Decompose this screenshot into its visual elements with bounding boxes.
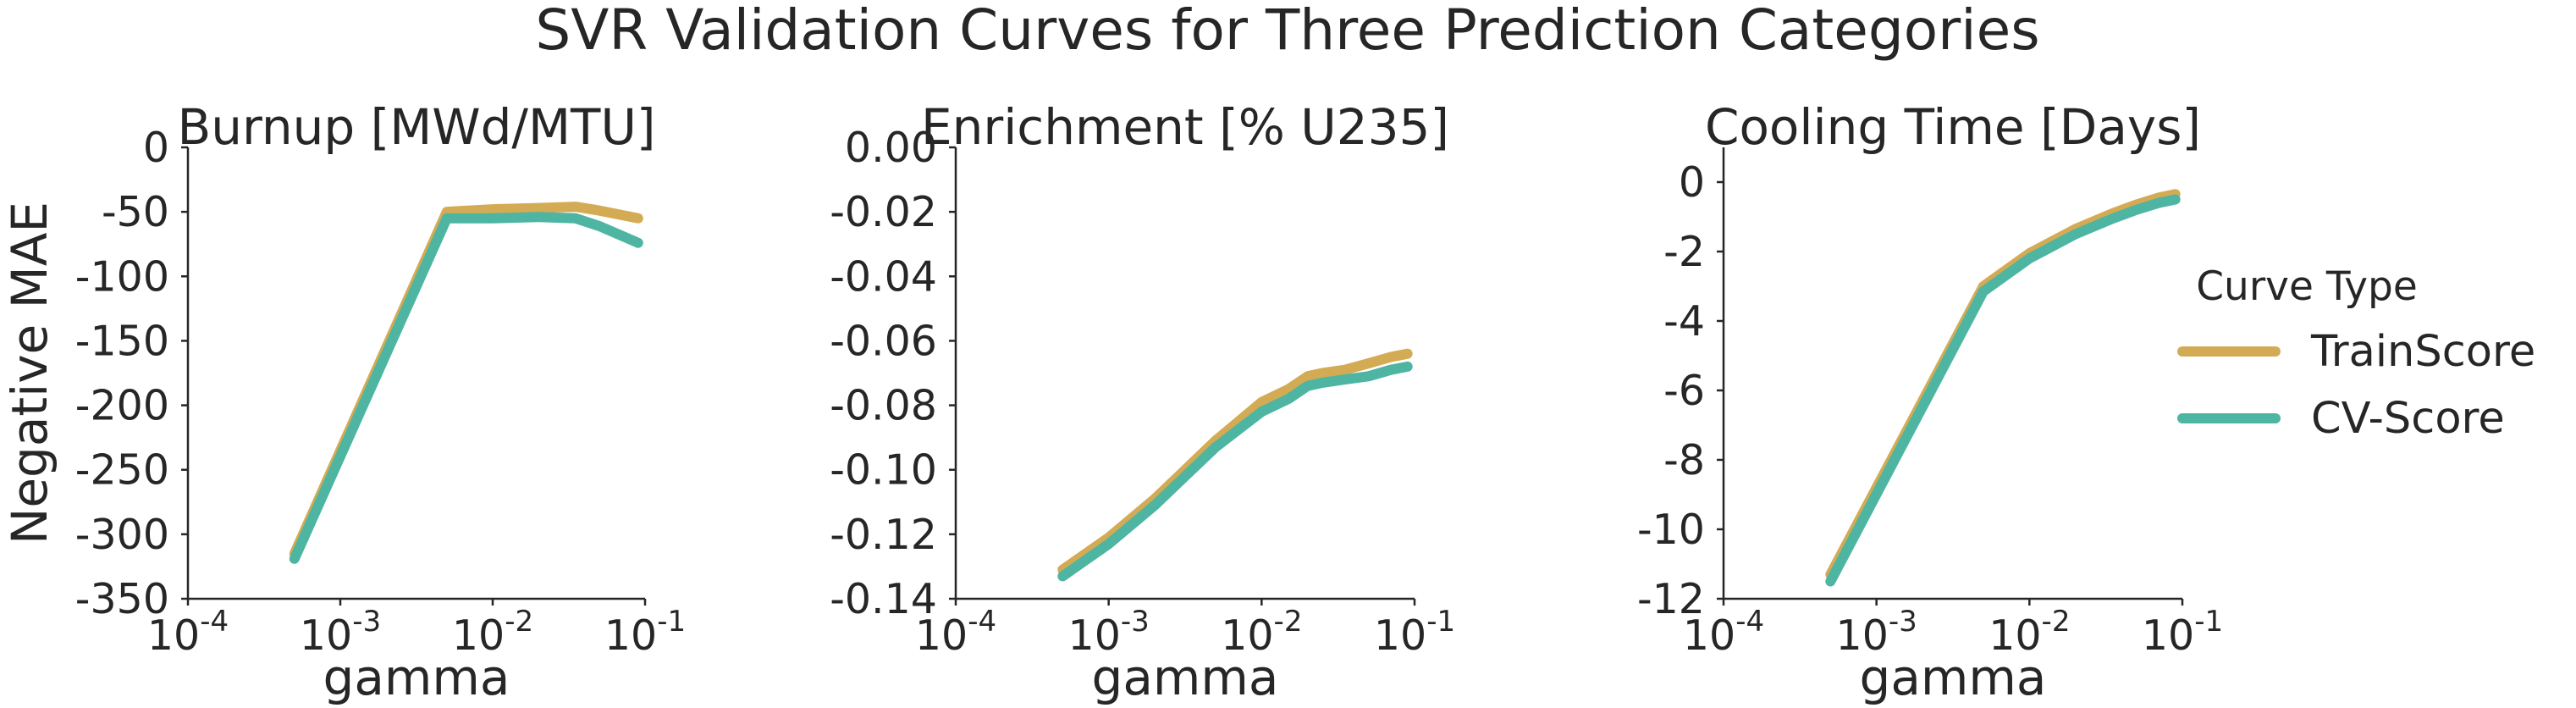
x-tick-label: 10-2 [1221,605,1302,660]
figure-title: SVR Validation Curves for Three Predicti… [535,0,2039,63]
y-tick-label: -100 [75,252,169,301]
legend-label-cv-score: CV-Score [2311,394,2505,444]
legend: Curve Type TrainScore CV-Score [2177,263,2535,444]
series-line-trainscore [289,202,643,559]
y-tick-label: -0.04 [830,252,937,301]
x-tick-label: 10-1 [604,605,686,660]
x-tick-label: 10-3 [1836,605,1917,660]
legend-title: Curve Type [2196,263,2418,310]
y-tick-label: -350 [75,575,169,623]
y-tick-label: -0.12 [830,511,937,559]
y-tick-label: -200 [75,382,169,430]
y-tick-label: -300 [75,511,169,559]
y-tick-label: -4 [1663,297,1705,346]
x-tick-label: 10-2 [452,605,533,660]
y-tick-label: 0.00 [845,124,937,172]
y-tick-label: -50 [102,188,169,236]
x-tick-label: 10-2 [1989,605,2070,660]
y-tick-label: -0.14 [830,575,937,623]
x-axis-label: gamma [1860,649,2047,706]
series-line-cv-score [289,212,643,564]
x-tick-label: 10-3 [1068,605,1150,660]
legend-label-trainscore: TrainScore [2310,327,2535,377]
series-line-cv-score [1825,194,2181,587]
y-tick-label: -2 [1663,228,1705,276]
y-tick-label: -0.08 [830,382,937,430]
x-tick-label: 10-1 [1374,605,1455,660]
x-tick-label: 10-4 [147,605,229,660]
series-line-cv-score [1057,361,1413,582]
y-tick-label: -250 [75,446,169,495]
y-tick-label: -0.06 [830,317,937,365]
y-tick-label: -0.10 [830,446,937,495]
y-tick-label: -0.02 [830,188,937,236]
y-tick-label: -10 [1637,506,1705,554]
y-tick-label: -150 [75,317,169,365]
x-axis-label: gamma [323,649,510,706]
series-line-trainscore [1825,189,2181,580]
y-tick-label: 0 [143,124,169,172]
chart-panel-1: Burnup [MWd/MTU]0 -50 -100 -150 -200 -250 -300… [1,98,686,706]
y-axis-label: Negative MAE [1,202,58,545]
x-tick-label: 10-4 [915,605,996,660]
y-tick-label: 0 [1679,158,1705,207]
chart-panels: Burnup [MWd/MTU]0-50-100-150-200-250-300… [1,98,2223,706]
x-tick-label: 10-4 [1683,605,1764,660]
x-axis-label: gamma [1092,649,1279,706]
panel-title: Burnup [MWd/MTU] [177,98,655,156]
panel-title: Cooling Time [Days] [1705,98,2201,156]
y-tick-label: -8 [1663,436,1705,484]
chart-panel-2: Enrichment [% U235]0.00 -0.02 -0.04 -0.06 -0… [830,98,1455,706]
y-tick-label: -6 [1663,367,1705,415]
panel-title: Enrichment [% U235] [921,98,1449,156]
y-tick-label: -12 [1637,575,1705,623]
x-tick-label: 10-1 [2142,605,2223,660]
x-tick-label: 10-3 [300,605,381,660]
